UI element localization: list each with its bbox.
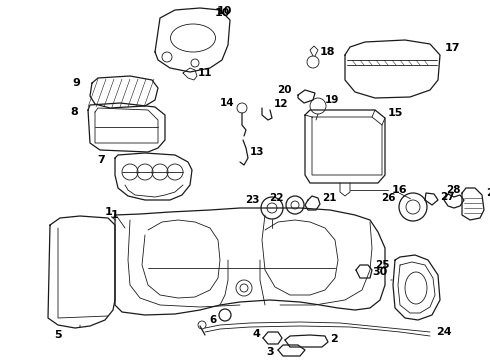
Text: 25: 25 bbox=[375, 260, 390, 270]
Text: 10: 10 bbox=[216, 6, 232, 16]
Text: 9: 9 bbox=[72, 78, 80, 88]
Text: 2: 2 bbox=[330, 334, 338, 344]
Text: 21: 21 bbox=[322, 193, 337, 203]
Text: 29: 29 bbox=[486, 188, 490, 198]
Text: 17: 17 bbox=[445, 43, 461, 53]
Text: 12: 12 bbox=[274, 99, 289, 109]
Text: 18: 18 bbox=[320, 47, 336, 57]
Text: 15: 15 bbox=[388, 108, 403, 118]
Text: 19: 19 bbox=[325, 95, 340, 105]
Text: 16: 16 bbox=[392, 185, 408, 195]
Text: 20: 20 bbox=[277, 85, 292, 95]
Text: 1: 1 bbox=[111, 210, 119, 220]
Text: 24: 24 bbox=[436, 327, 452, 337]
Text: 11: 11 bbox=[198, 68, 212, 78]
Text: 6: 6 bbox=[210, 315, 217, 325]
Text: 8: 8 bbox=[70, 107, 78, 117]
Text: 10: 10 bbox=[214, 8, 230, 18]
Text: 27: 27 bbox=[440, 192, 455, 202]
Text: 22: 22 bbox=[270, 193, 284, 203]
Text: 3: 3 bbox=[267, 347, 274, 357]
Text: 1: 1 bbox=[104, 207, 112, 217]
Text: 23: 23 bbox=[245, 195, 260, 205]
Text: 26: 26 bbox=[382, 193, 396, 203]
Text: 4: 4 bbox=[252, 329, 260, 339]
Text: 30: 30 bbox=[373, 267, 388, 277]
Text: 5: 5 bbox=[54, 330, 62, 340]
Text: 13: 13 bbox=[250, 147, 265, 157]
Text: 7: 7 bbox=[97, 155, 105, 165]
Text: 28: 28 bbox=[446, 185, 460, 195]
Text: 14: 14 bbox=[220, 98, 234, 108]
